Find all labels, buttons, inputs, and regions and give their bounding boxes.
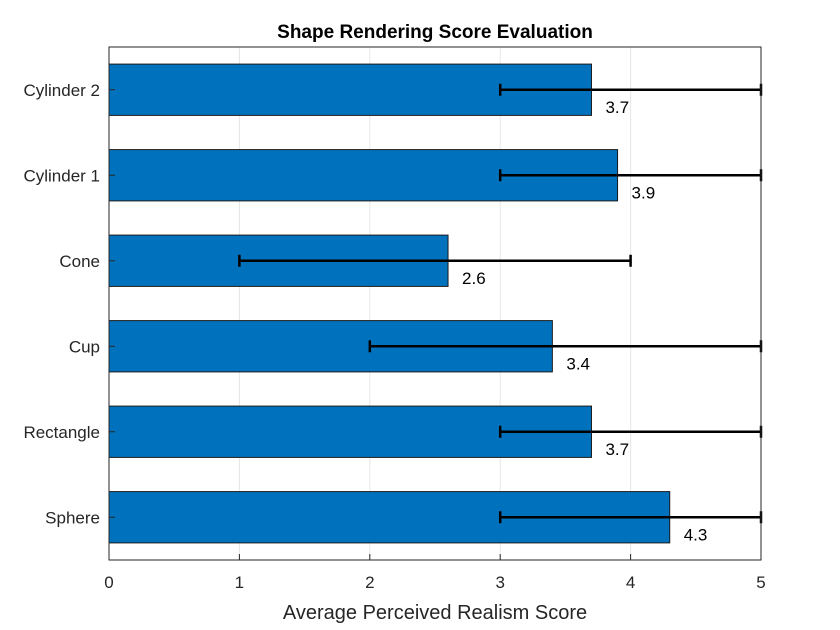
- data-label: 3.9: [632, 183, 656, 202]
- x-ticks: 0 1 2 3 4 5: [104, 554, 766, 592]
- chart-title: Shape Rendering Score Evaluation: [277, 22, 593, 43]
- y-tick-label: Rectangle: [23, 423, 100, 442]
- x-tick-label: 5: [756, 573, 765, 592]
- x-tick-label: 4: [626, 573, 635, 592]
- x-tick-label: 3: [495, 573, 504, 592]
- data-labels: 4.3 3.7 3.4 2.6 3.9 3.7: [462, 98, 707, 545]
- y-tick-label: Cup: [69, 337, 100, 356]
- x-tick-label: 0: [104, 573, 113, 592]
- y-ticks: Sphere Rectangle Cup Cone Cylinder 1 Cylinder…: [23, 81, 115, 527]
- grid: [238, 47, 632, 560]
- x-tick-label: 2: [365, 573, 374, 592]
- y-tick-label: Cylinder 1: [23, 166, 100, 185]
- y-tick-label: Sphere: [45, 508, 100, 527]
- data-label: 3.7: [605, 440, 629, 459]
- data-label: 2.6: [462, 269, 486, 288]
- y-tick-label: Cone: [59, 252, 100, 271]
- data-label: 4.3: [684, 525, 708, 544]
- plot-frame: [108, 46, 762, 561]
- x-axis-label: Average Perceived Realism Score: [283, 602, 587, 624]
- data-label: 3.4: [566, 354, 590, 373]
- y-tick-label: Cylinder 2: [23, 81, 100, 100]
- bars: [108, 63, 671, 544]
- data-label: 3.7: [605, 98, 629, 117]
- x-tick-label: 1: [235, 573, 244, 592]
